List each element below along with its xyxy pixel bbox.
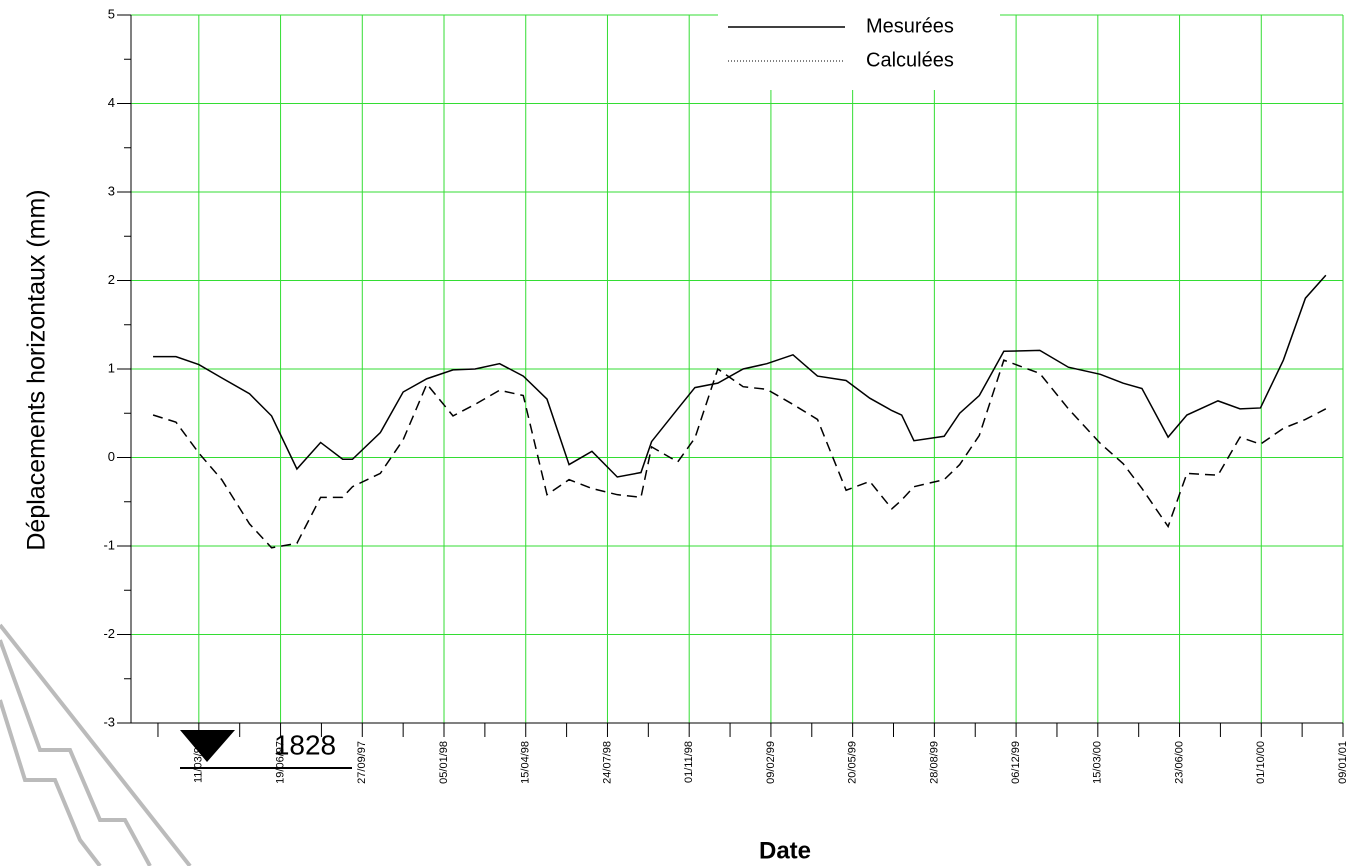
x-tick-label: 27/09/97 — [356, 741, 368, 784]
y-tick-label: 5 — [108, 6, 115, 21]
x-tick-label: 06/12/99 — [1010, 741, 1022, 784]
data-line — [152, 359, 1327, 549]
x-tick-label: 09/02/99 — [765, 741, 777, 784]
x-tick-label: 01/11/98 — [683, 741, 695, 783]
x-tick-label: 28/08/99 — [928, 741, 940, 784]
y-tick-label: -2 — [103, 626, 115, 641]
y-tick-label: -3 — [103, 714, 115, 729]
legend-box — [718, 10, 1000, 90]
x-tick-label: 15/03/00 — [1092, 741, 1104, 784]
legend: Mesurées Calculées — [718, 10, 1000, 90]
x-tick-label: 11/03/97 — [193, 741, 205, 783]
x-tick-label: 20/05/99 — [847, 741, 859, 784]
annotation: 1828 — [274, 729, 336, 760]
y-tick-label: 1 — [108, 360, 115, 375]
y-tick-label: 2 — [108, 272, 115, 287]
y-tick-label: 3 — [108, 183, 115, 198]
y-tick-label: -1 — [103, 537, 115, 552]
decoration — [0, 623, 192, 866]
legend-label: Calculées — [866, 49, 954, 71]
x-axis-label: Date — [759, 837, 811, 864]
y-tick-label: 4 — [108, 95, 115, 110]
x-tick-label: 15/04/98 — [520, 741, 532, 784]
y-tick-label: 0 — [108, 449, 115, 464]
data-line — [153, 274, 1327, 478]
x-tick-label: 23/06/00 — [1173, 741, 1185, 784]
legend-label: Mesurées — [866, 15, 954, 37]
y-axis-label: Déplacements horizontaux (mm) — [23, 189, 51, 550]
x-tick-label: 05/01/98 — [438, 741, 450, 784]
marker-triangle — [180, 730, 235, 762]
x-tick-label: 24/07/98 — [601, 741, 613, 784]
x-tick-label: 19/06/97 — [274, 741, 286, 784]
x-tick-label: 09/01/01 — [1337, 741, 1347, 784]
x-tick-label: 01/10/00 — [1255, 741, 1267, 784]
